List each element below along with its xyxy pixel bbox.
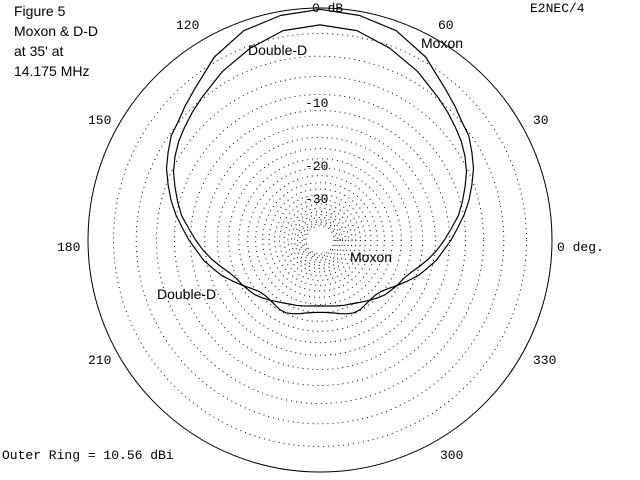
grid-ring	[291, 211, 349, 269]
grid-ring	[287, 207, 353, 273]
figure-caption-line-2: Moxon & D-D	[14, 23, 98, 39]
grid-ring	[303, 223, 337, 257]
grid-ring	[279, 199, 361, 281]
ring-label-minus30: -30	[305, 192, 328, 207]
series-trace-double-d	[172, 24, 468, 307]
grid-ring	[216, 136, 424, 344]
angle-label-120: 120	[176, 18, 199, 33]
angle-label-150: 150	[88, 113, 111, 128]
series-label-double-d-main: Double-D	[248, 42, 307, 58]
ring-label-minus10: -10	[305, 96, 328, 111]
angle-label-210: 210	[88, 353, 111, 368]
grid-ring	[189, 109, 451, 371]
grid-ring	[283, 203, 357, 277]
grid-ring	[238, 158, 402, 322]
angle-label-30: 30	[533, 113, 549, 128]
grid-ring	[255, 175, 385, 305]
series-label-double-d-rear: Double-D	[157, 286, 216, 302]
grid-ring	[274, 194, 366, 286]
angle-label-0: 0 deg.	[557, 240, 604, 255]
angle-label-60: 60	[438, 18, 454, 33]
series-label-moxon-rear: Moxon	[350, 249, 392, 265]
ring-label-minus20: -20	[305, 159, 328, 174]
figure-caption-line-4: 14.175 MHz	[14, 63, 89, 79]
grid-ring	[247, 167, 393, 313]
series-trace-moxon	[165, 8, 475, 315]
ring-label-0db: 0 dB	[312, 1, 343, 16]
grid-ring	[262, 182, 378, 298]
grid-ring	[296, 216, 344, 264]
grid-ring	[228, 148, 412, 332]
grid-ring	[294, 214, 346, 266]
grid-ring	[305, 225, 335, 255]
angle-label-300: 300	[440, 448, 463, 463]
grid-ring	[113, 33, 527, 447]
series-label-moxon-main: Moxon	[421, 35, 463, 51]
angle-label-180: 180	[57, 240, 80, 255]
grid-ring	[301, 221, 339, 259]
grid-ring	[299, 219, 341, 261]
grid-ring	[87, 7, 553, 473]
grid-ring	[204, 124, 436, 356]
grid-ring	[173, 93, 467, 387]
angle-label-330: 330	[533, 353, 556, 368]
figure-caption-line-3: at 35' at	[14, 43, 63, 59]
grid-ring	[135, 55, 505, 425]
figure-caption-line-1: Figure 5	[14, 3, 66, 19]
outer-ring-label: Outer Ring = 10.56 dBi	[2, 448, 174, 463]
grid-ring	[155, 75, 485, 405]
grid-ring	[268, 188, 372, 292]
program-label: E2NEC/4	[530, 1, 585, 16]
pattern-traces	[165, 8, 475, 315]
polar-grid	[87, 7, 553, 473]
